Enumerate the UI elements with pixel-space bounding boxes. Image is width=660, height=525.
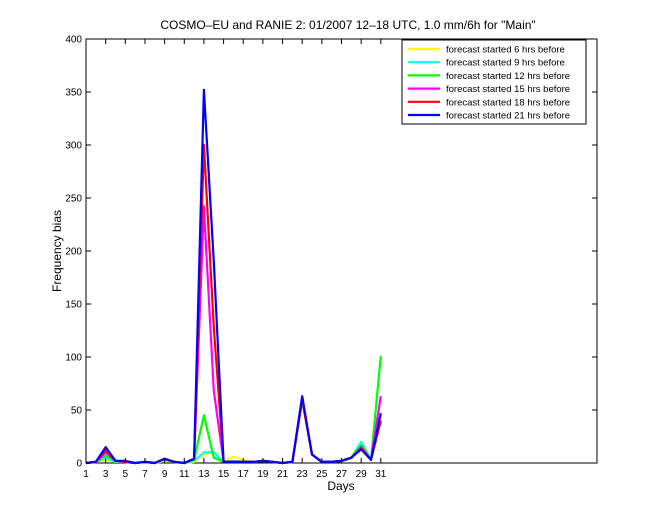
chart-title: COSMO–EU and RANIE 2: 01/2007 12–18 UTC,… <box>160 18 535 32</box>
x-tick-label: 17 <box>238 469 250 480</box>
legend-box <box>401 39 587 125</box>
x-tick-label: 15 <box>218 469 230 480</box>
y-tick-label: 150 <box>65 300 82 311</box>
x-tick-label: 19 <box>257 469 269 480</box>
y-axis-label: Frequency bias <box>50 210 64 292</box>
x-tick-label: 5 <box>123 469 129 480</box>
y-tick-label: 300 <box>65 141 82 152</box>
y-axis: 0 50 100 150 200 250 300 350 400 <box>65 35 597 470</box>
legend-label-5: forecast started 21 hrs before <box>446 111 570 122</box>
x-tick-label: 25 <box>316 469 328 480</box>
y-tick-label: 100 <box>65 353 82 364</box>
x-tick-label: 23 <box>297 469 309 480</box>
x-axis: 1 3 5 7 9 11 13 15 17 19 21 23 25 27 29 31 <box>83 39 387 480</box>
series-line-5 <box>85 88 382 465</box>
x-tick-label: 21 <box>277 469 289 480</box>
y-tick-label: 250 <box>65 194 82 205</box>
x-axis-label: Days <box>327 479 354 493</box>
y-tick-label: 0 <box>76 459 82 470</box>
x-tick-label: 13 <box>198 469 210 480</box>
x-tick-label: 31 <box>375 469 387 480</box>
x-tick-label: 27 <box>336 469 348 480</box>
series-group <box>85 88 382 465</box>
legend-label-0: forecast started 6 hrs before <box>446 45 565 56</box>
legend-items: forecast started 6 hrs before forecast st… <box>408 45 570 122</box>
legend-label-2: forecast started 12 hrs before <box>446 71 570 82</box>
x-tick-label: 7 <box>142 469 148 480</box>
legend: forecast started 6 hrs before forecast st… <box>401 39 587 125</box>
x-tick-label: 3 <box>103 469 109 480</box>
x-tick-label: 1 <box>83 469 89 480</box>
legend-label-3: forecast started 15 hrs before <box>446 84 570 95</box>
y-tick-label: 50 <box>71 406 83 417</box>
x-tick-label: 9 <box>162 469 168 480</box>
y-tick-label: 200 <box>65 247 82 258</box>
y-tick-label: 400 <box>65 35 82 46</box>
x-tick-label: 11 <box>179 469 190 480</box>
legend-label-1: forecast started 9 hrs before <box>446 58 565 69</box>
legend-label-4: forecast started 18 hrs before <box>446 97 570 108</box>
x-tick-label: 29 <box>356 469 368 480</box>
y-tick-label: 350 <box>65 88 82 99</box>
